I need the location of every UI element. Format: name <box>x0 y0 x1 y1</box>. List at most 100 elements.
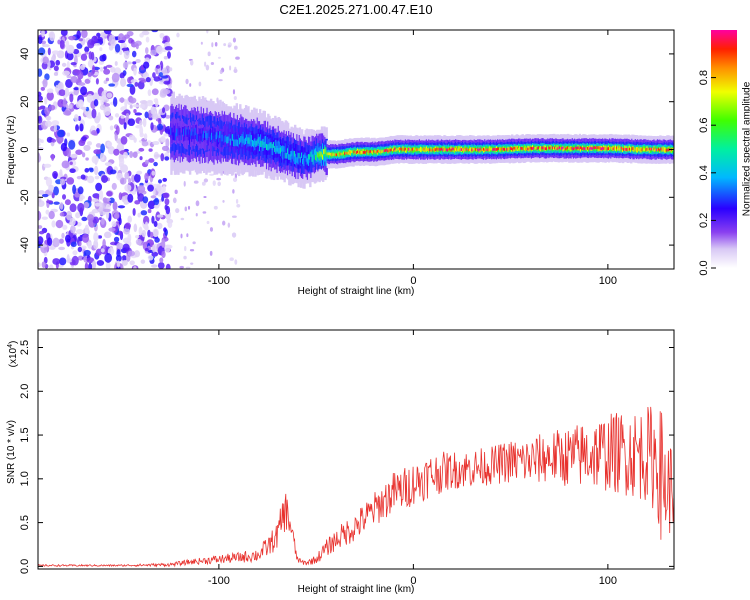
noise-speckle <box>167 51 171 59</box>
noise-speckle <box>41 40 47 45</box>
noise-speckle <box>156 45 164 55</box>
noise-speckle <box>187 205 191 210</box>
noise-speckle <box>235 199 239 204</box>
noise-speckle <box>46 91 54 101</box>
spectrogram-marks <box>38 30 674 269</box>
noise-speckle <box>112 201 118 211</box>
noise-speckle <box>75 124 79 132</box>
noise-speckle <box>153 98 158 103</box>
noise-speckle <box>134 250 141 258</box>
noise-speckle <box>123 227 131 235</box>
noise-speckle <box>59 169 63 177</box>
noise-speckle <box>120 115 125 119</box>
noise-speckle <box>53 201 60 205</box>
noise-speckle <box>53 72 59 76</box>
noise-speckle <box>91 155 99 164</box>
noise-speckle <box>231 232 237 238</box>
noise-speckle <box>56 129 65 138</box>
noise-speckle <box>232 37 237 43</box>
noise-speckle <box>123 200 128 205</box>
noise-speckle <box>143 133 148 140</box>
noise-speckle <box>97 36 103 43</box>
noise-speckle <box>113 81 119 86</box>
noise-speckle <box>137 80 145 90</box>
noise-speckle <box>80 86 88 96</box>
noise-speckle <box>184 245 187 252</box>
noise-speckle <box>38 36 43 45</box>
noise-speckle <box>51 138 57 143</box>
noise-speckle <box>157 179 163 184</box>
noise-speckle <box>138 226 143 236</box>
y-tick-label: 0 <box>19 146 31 152</box>
noise-speckle <box>59 178 66 186</box>
noise-speckle <box>121 259 128 266</box>
noise-speckle <box>128 177 132 184</box>
noise-speckle <box>52 170 58 179</box>
noise-speckle <box>164 156 170 161</box>
noise-speckle <box>113 236 120 243</box>
noise-speckle <box>145 77 151 83</box>
noise-speckle <box>122 61 129 69</box>
noise-speckle <box>104 162 113 167</box>
noise-speckle <box>156 123 164 131</box>
noise-speckle <box>95 78 99 85</box>
noise-speckle <box>73 87 80 91</box>
noise-speckle <box>61 232 65 239</box>
noise-speckle <box>157 222 163 230</box>
noise-speckle <box>193 180 199 184</box>
noise-speckle <box>164 46 173 51</box>
noise-speckle <box>190 262 194 265</box>
noise-speckle <box>88 262 93 269</box>
noise-speckle <box>223 43 227 47</box>
noise-speckle <box>111 220 117 228</box>
snr-plot: -100 0 100 0.0 0.5 1.0 1.5 2.0 2.5 Height of st… <box>6 329 675 595</box>
noise-speckle <box>144 159 149 165</box>
noise-speckle <box>124 222 131 230</box>
colorbar-scale <box>711 30 737 268</box>
noise-speckle <box>126 83 134 88</box>
noise-speckle <box>139 100 148 104</box>
noise-speckle <box>69 153 78 159</box>
noise-speckle <box>72 48 80 55</box>
noise-speckle <box>140 79 147 83</box>
noise-speckle <box>77 202 85 213</box>
noise-speckle <box>123 34 130 39</box>
noise-speckle <box>79 123 84 132</box>
y-tick-label: 1.5 <box>19 427 31 442</box>
noise-speckle <box>139 156 143 161</box>
noise-speckle <box>133 67 137 76</box>
noise-speckle <box>51 50 60 55</box>
noise-speckle <box>76 43 83 49</box>
noise-speckle <box>139 119 143 126</box>
noise-speckle <box>83 144 91 152</box>
noise-speckle <box>156 214 164 218</box>
noise-speckle <box>86 175 95 184</box>
noise-speckle <box>107 146 115 155</box>
noise-speckle <box>222 220 226 226</box>
noise-speckle <box>174 189 178 195</box>
noise-speckle <box>150 106 156 115</box>
noise-speckle <box>51 153 55 161</box>
noise-speckle <box>69 217 76 227</box>
noise-speckle <box>84 46 90 53</box>
snr-y-label: SNR (10 * v/v) <box>6 420 17 484</box>
noise-speckle <box>75 212 81 219</box>
noise-speckle <box>81 152 86 158</box>
noise-speckle <box>234 173 238 179</box>
noise-speckle <box>161 107 166 114</box>
noise-speckle <box>164 198 170 206</box>
noise-speckle <box>155 64 161 69</box>
noise-speckle <box>219 69 223 75</box>
noise-speckle <box>236 203 241 208</box>
noise-speckle <box>69 168 76 174</box>
noise-speckle <box>77 115 82 121</box>
noise-speckle <box>151 170 156 176</box>
noise-speckle <box>93 71 99 76</box>
noise-speckle <box>100 217 105 225</box>
noise-speckle <box>63 110 72 116</box>
noise-speckle <box>147 229 151 238</box>
noise-speckle <box>91 64 96 75</box>
noise-speckle <box>120 77 127 87</box>
noise-speckle <box>51 220 56 228</box>
noise-speckle <box>58 238 64 244</box>
